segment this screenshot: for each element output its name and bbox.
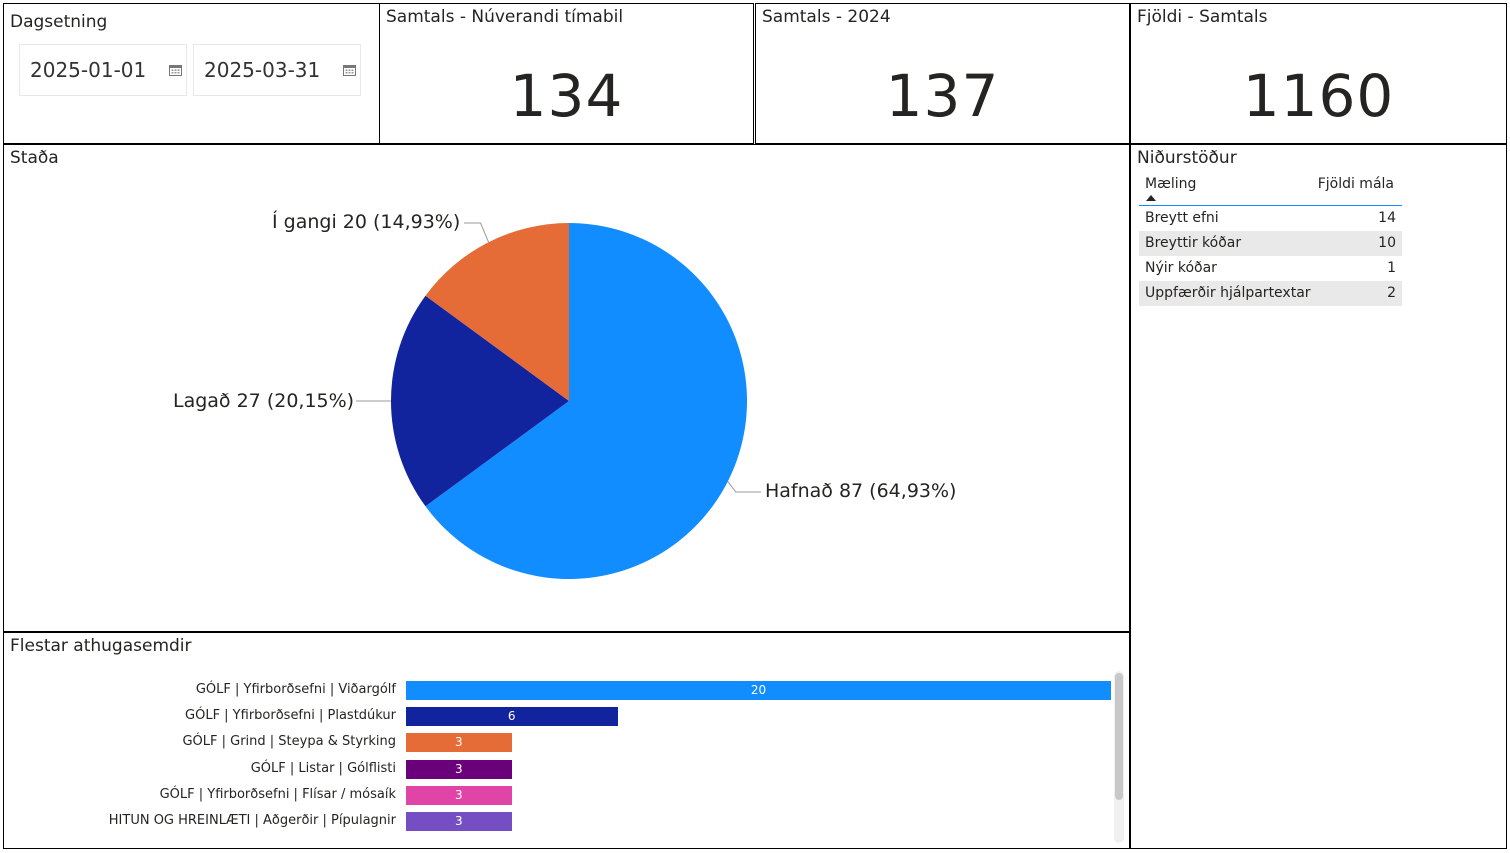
column-header-count[interactable]: Fjöldi mála	[1317, 176, 1394, 192]
pie-label-rejected: Hafnað 87 (64,93%)	[765, 480, 957, 502]
results-title: Niðurstöður	[1137, 148, 1237, 168]
pie-chart	[356, 222, 761, 579]
table-row[interactable]: Breytt efni 14	[1139, 206, 1402, 231]
bar-category-label: GÓLF | Grind | Steypa & Styrking	[182, 734, 396, 750]
pie-label-in-progress: Í gangi 20 (14,93%)	[272, 211, 461, 233]
end-date-value: 2025-03-31	[204, 58, 321, 82]
results-panel: Niðurstöður Mæling Fjöldi mála Breytt ef…	[1130, 144, 1507, 849]
bar[interactable]: 3	[406, 733, 512, 753]
table-header: Mæling Fjöldi mála	[1139, 172, 1402, 206]
start-date-value: 2025-01-01	[30, 58, 147, 82]
row-label: Uppfærðir hjálpartextar	[1145, 285, 1311, 301]
bar-value-label: 3	[455, 787, 463, 802]
column-header-measure[interactable]: Mæling	[1145, 176, 1197, 192]
bar[interactable]: 6	[406, 707, 618, 727]
bar[interactable]: 3	[406, 785, 512, 805]
bar[interactable]: 3	[406, 759, 512, 779]
start-date-input[interactable]: 2025-01-01	[19, 44, 187, 96]
sort-ascending-icon	[1146, 195, 1156, 201]
bar-value-label: 20	[750, 683, 767, 697]
table-row[interactable]: Breyttir kóðar 10	[1139, 231, 1402, 256]
leader-line-in-progress	[464, 222, 490, 243]
leader-line-rejected	[727, 481, 761, 493]
calendar-icon[interactable]	[343, 64, 356, 76]
kpi-card-2024: Samtals - 2024 137	[755, 3, 1130, 144]
bar[interactable]: 20	[406, 681, 1111, 700]
bar-category-label: GÓLF | Yfirborðsefni | Flísar / mósaík	[159, 786, 396, 802]
bar-category-label: GÓLF | Yfirborðsefni | Viðargólf	[195, 682, 396, 697]
top-comments-panel: Flestar athugasemdir GÓLF | Yfirborðsefn…	[3, 632, 1130, 849]
bar[interactable]: 3	[406, 812, 512, 831]
kpi-card-total-count: Fjöldi - Samtals 1160	[1130, 3, 1507, 144]
pie-slice-rejected[interactable]	[425, 223, 747, 579]
table-row[interactable]: Nýir kóðar 1	[1139, 256, 1402, 281]
row-value: 1	[1387, 260, 1396, 276]
bar-value-label: 3	[455, 735, 463, 750]
kpi-value: 134	[509, 62, 624, 130]
date-filter-title: Dagsetning	[10, 12, 108, 32]
bar-value-label: 3	[455, 814, 463, 828]
pie-slice-fixed[interactable]	[391, 295, 569, 507]
pie-title: Staða	[10, 148, 59, 168]
kpi-title: Samtals - Núverandi tímabil	[386, 7, 624, 27]
pie-slice-in-progress[interactable]	[425, 223, 569, 401]
kpi-title: Samtals - 2024	[762, 7, 891, 27]
kpi-title: Fjöldi - Samtals	[1137, 7, 1268, 27]
row-label: Nýir kóðar	[1145, 260, 1217, 276]
bar-chart-title: Flestar athugasemdir	[10, 636, 192, 656]
row-value: 14	[1378, 210, 1396, 226]
scrollbar-thumb[interactable]	[1115, 673, 1123, 800]
pie-label-fixed: Lagað 27 (20,15%)	[173, 390, 355, 412]
bar-value-label: 6	[507, 709, 516, 724]
table-row[interactable]: Uppfærðir hjálpartextar 2	[1139, 281, 1402, 306]
bar-category-label: GÓLF | Listar | Gólflisti	[250, 760, 396, 776]
calendar-icon[interactable]	[169, 64, 182, 76]
status-pie-panel: Staða Í gangi 20 (14,93%) Lagað 27 (20,1…	[3, 144, 1130, 632]
row-value: 2	[1387, 285, 1396, 301]
row-label: Breytt efni	[1145, 210, 1219, 226]
row-value: 10	[1378, 235, 1396, 251]
scrollbar[interactable]	[1114, 671, 1124, 843]
row-label: Breyttir kóðar	[1145, 235, 1242, 251]
end-date-input[interactable]: 2025-03-31	[193, 44, 361, 96]
kpi-value: 137	[885, 62, 1000, 130]
date-filter-panel: Dagsetning 2025-01-01 2025-03-31	[3, 3, 380, 144]
bar-value-label: 3	[455, 761, 463, 776]
bar-category-label: HITUN OG HREINLÆTI | Aðgerðir | Pípulagn…	[108, 813, 396, 828]
results-table: Mæling Fjöldi mála Breytt efni 14 Breytti…	[1139, 172, 1402, 306]
bar-category-label: GÓLF | Yfirborðsefni | Plastdúkur	[185, 708, 396, 724]
kpi-card-current-period: Samtals - Núverandi tímabil 134	[379, 3, 754, 144]
kpi-value: 1160	[1242, 62, 1395, 130]
